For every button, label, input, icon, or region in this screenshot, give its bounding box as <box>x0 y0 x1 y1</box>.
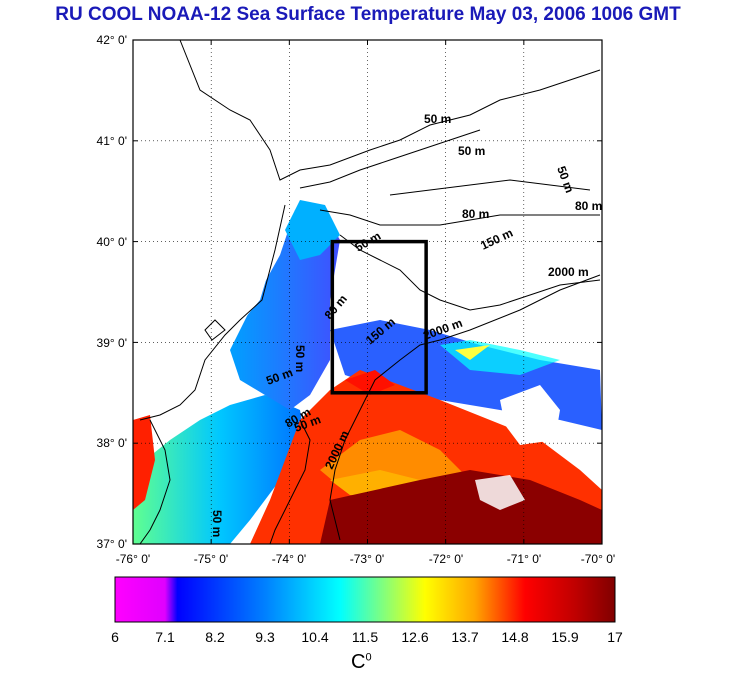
latitude-labels: 42° 0' 41° 0' 40° 0' 39° 0' 38° 0' 37° 0… <box>97 33 127 551</box>
colorbar-tick-label: 10.4 <box>301 629 328 645</box>
sst-imagery <box>133 40 602 544</box>
warm-filament <box>455 345 490 360</box>
lat-label: 40° 0' <box>97 235 127 249</box>
colorbar-tick-label: 8.2 <box>205 629 225 645</box>
coastlines <box>139 40 601 544</box>
lon-label: -70° 0' <box>581 552 615 566</box>
isobath-label: 50 m <box>293 345 307 372</box>
colorbar-tick-label: 13.7 <box>451 629 478 645</box>
graticule <box>133 40 602 544</box>
lat-label: 39° 0' <box>97 336 127 350</box>
lon-label: -74° 0' <box>272 552 306 566</box>
isobath-label: 2000 m <box>548 265 589 279</box>
lat-label: 37° 0' <box>97 537 127 551</box>
colorbar-ticks: 6 7.1 8.2 9.3 10.4 11.5 12.6 13.7 14.8 15.9 17 <box>111 629 623 645</box>
colorbar-unit: C0 <box>351 651 372 674</box>
unit-superscript: 0 <box>365 651 372 664</box>
colorbar-tick-label: 7.1 <box>155 629 175 645</box>
colorbar-tick-label: 15.9 <box>551 629 578 645</box>
colorbar-tick-label: 6 <box>111 629 119 645</box>
shelf-water <box>133 395 305 544</box>
colorbar-tick-label: 11.5 <box>352 629 378 645</box>
longitude-labels: -76° 0' -75° 0' -74° 0' -73° 0' -72° 0' … <box>116 552 615 566</box>
lon-label: -75° 0' <box>194 552 228 566</box>
colorbar-tick-label: 17 <box>607 629 623 645</box>
cloud-gap <box>500 385 560 445</box>
warm-intrusion <box>345 370 395 395</box>
unit-base: C <box>351 651 366 673</box>
map-title: RU COOL NOAA-12 Sea Surface Temperature … <box>55 4 681 25</box>
colorbar-tick-label: 14.8 <box>501 629 528 645</box>
lon-label: -71° 0' <box>507 552 541 566</box>
isobath-label: 50 m <box>424 112 451 126</box>
ny-bight-water <box>285 200 340 260</box>
lat-label: 42° 0' <box>97 33 127 47</box>
isobath-label: 80 m <box>462 207 489 221</box>
study-area-box <box>330 239 428 395</box>
isobath-label: 80 m <box>575 199 602 213</box>
axis-ticks <box>132 39 603 545</box>
isobath-label: 50 m <box>458 144 485 158</box>
isobath-label: 50 m <box>210 510 224 537</box>
warmest-water <box>320 470 602 544</box>
lon-label: -72° 0' <box>429 552 463 566</box>
lon-label: -73° 0' <box>350 552 384 566</box>
colorbar-tick-label: 12.6 <box>401 629 428 645</box>
land <box>133 40 602 425</box>
lat-label: 41° 0' <box>97 134 127 148</box>
lon-label: -76° 0' <box>116 552 150 566</box>
colorbar <box>114 576 616 623</box>
colorbar-tick-label: 9.3 <box>255 629 275 645</box>
lat-label: 38° 0' <box>97 436 127 450</box>
cloud-gap-2 <box>475 475 525 510</box>
new-england-coast <box>179 40 601 181</box>
estuary-warm-water <box>133 415 155 510</box>
